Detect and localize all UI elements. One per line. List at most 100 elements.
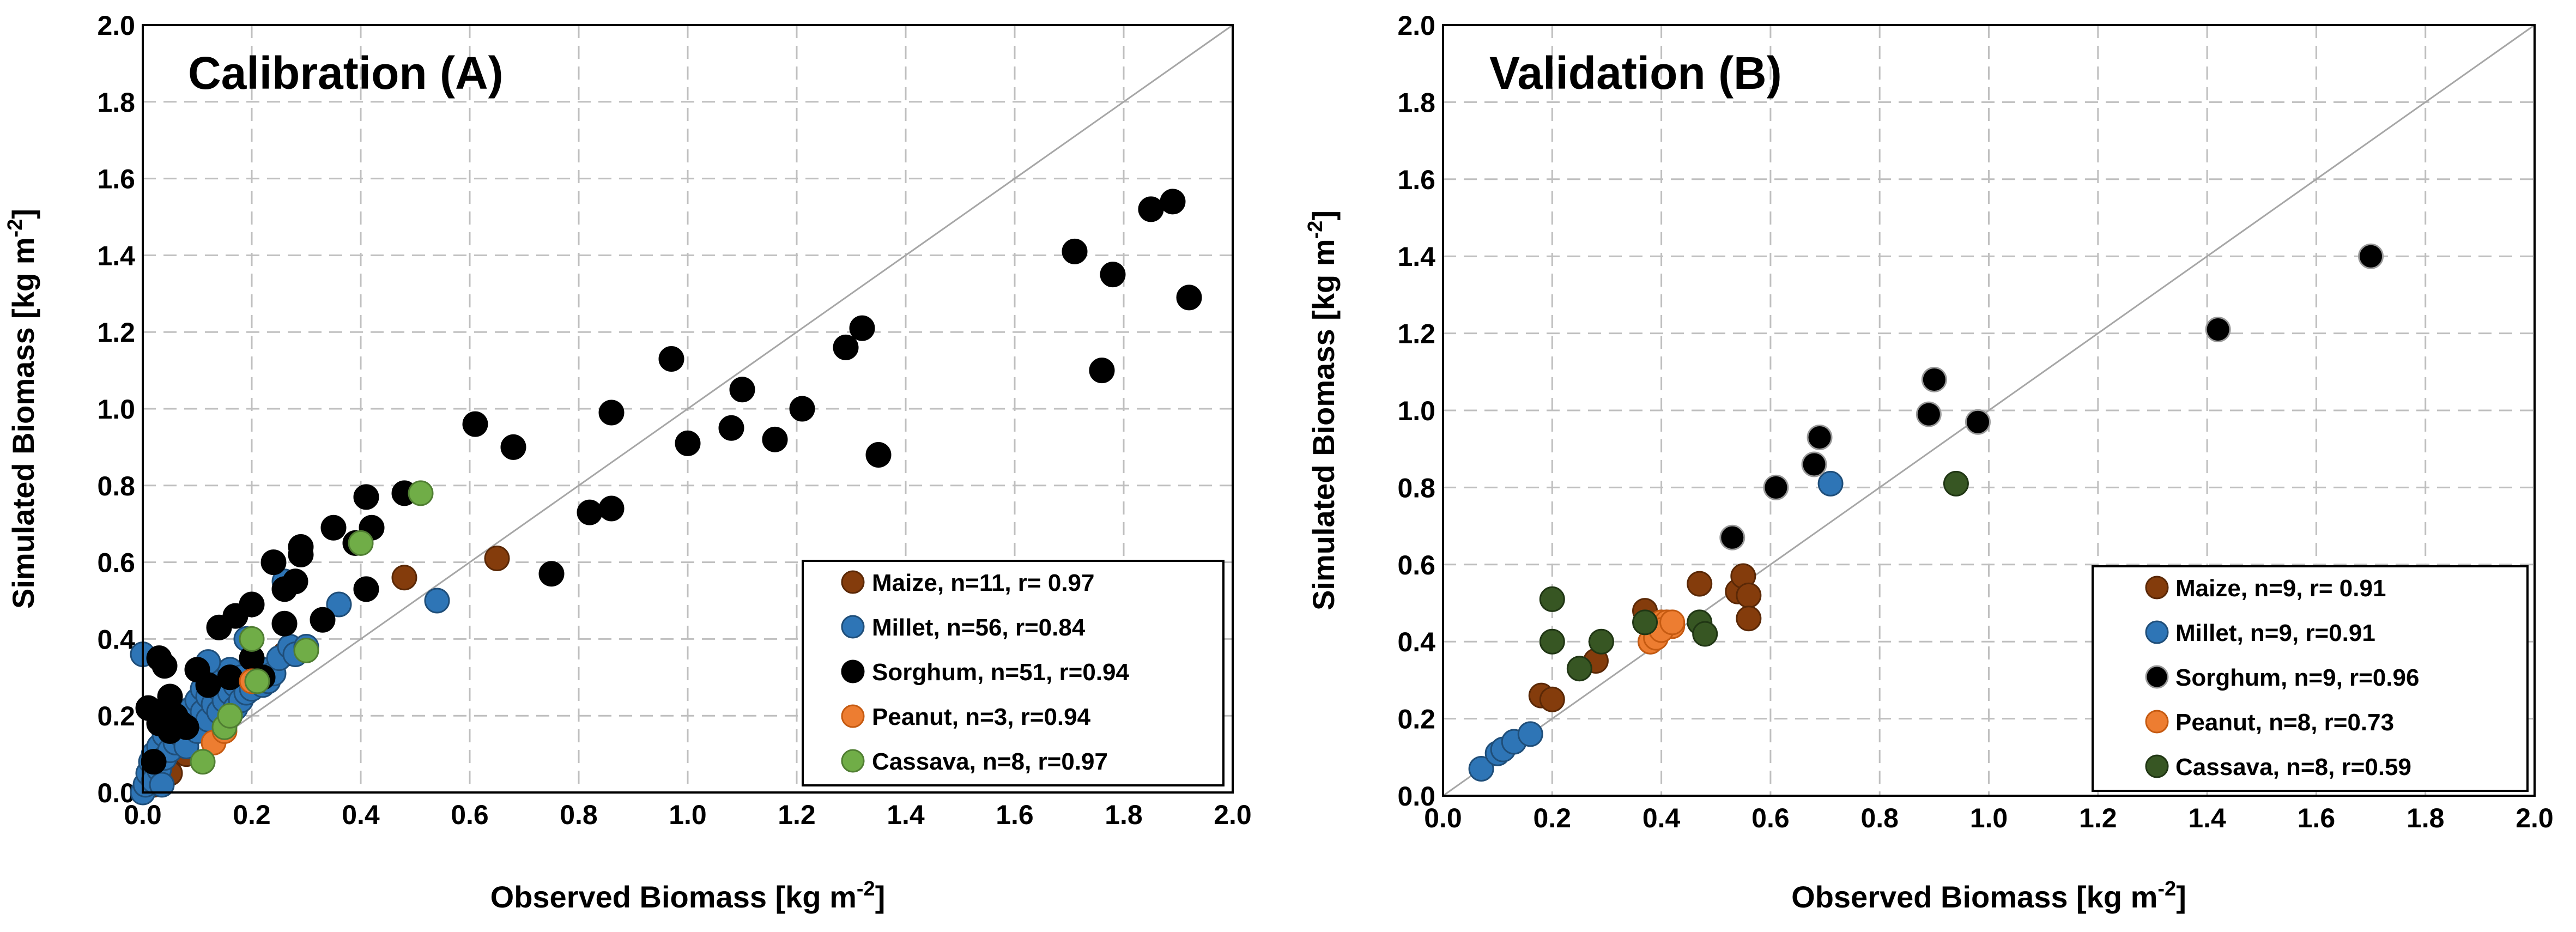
x-tick-label: 0.6 [1751, 803, 1790, 833]
x-tick-label: 0.4 [1642, 803, 1681, 833]
legend-marker-maize [2145, 576, 2169, 600]
cassava-point [1539, 586, 1565, 612]
sorghum-point [141, 749, 167, 775]
sorghum-point [1160, 189, 1186, 215]
cassava-point [348, 530, 374, 556]
x-tick-label: 1.0 [1970, 803, 2008, 833]
sorghum-point [1921, 366, 1947, 392]
x-tick-label: 0.8 [560, 800, 598, 830]
x-tick-label: 1.6 [996, 800, 1034, 830]
plot-frame [142, 24, 1234, 794]
legend-label-maize: Maize, n=11, r= 0.97 [872, 570, 1094, 596]
y-tick-label: 1.4 [97, 240, 135, 271]
sorghum-point [173, 714, 199, 740]
y-tick-label: 0.8 [1397, 473, 1435, 503]
sorghum-point [865, 441, 892, 468]
cassava-point [244, 668, 270, 694]
chart-title: Calibration (A) [188, 47, 504, 99]
y-tick-label: 0.2 [1397, 704, 1435, 735]
legend-marker-millet [841, 615, 865, 639]
sorghum-point [271, 610, 298, 637]
cassava-point [1632, 609, 1658, 636]
sorghum-point [1089, 358, 1115, 384]
sorghum-point [833, 334, 859, 360]
x-tick-label: 0.6 [451, 800, 489, 830]
sorghum-point [260, 549, 287, 576]
sorghum-point [462, 411, 488, 437]
legend-marker-sorghum [2145, 665, 2169, 689]
millet-point [1817, 470, 1844, 497]
sorghum-point [217, 664, 243, 691]
maize-point [1736, 606, 1762, 632]
sorghum-point [2205, 317, 2231, 343]
sorghum-point [1763, 474, 1789, 500]
cassava-point [190, 749, 216, 775]
legend-marker-maize [841, 570, 865, 594]
y-tick-label: 0.2 [97, 701, 135, 731]
sorghum-point [353, 484, 379, 510]
legend-label-millet: Millet, n=56, r=0.84 [872, 614, 1086, 641]
x-tick-label: 1.8 [1105, 800, 1143, 830]
series-sorghum [135, 189, 1202, 775]
legend-marker-peanut [2145, 710, 2169, 734]
sorghum-point [1801, 451, 1827, 477]
sorghum-point [789, 396, 815, 422]
x-axis-title: Observed Biomass [kg m-2] [490, 877, 886, 914]
cassava-point [1943, 470, 1969, 497]
cassava-point [1539, 628, 1565, 655]
y-tick-label: 0.4 [97, 624, 135, 655]
x-tick-label: 0.4 [342, 800, 380, 830]
sorghum-point [1807, 424, 1833, 450]
y-tick-label: 2.0 [1397, 10, 1435, 41]
sorghum-point [538, 561, 565, 587]
x-tick-label: 2.0 [1214, 800, 1252, 830]
legend-marker-sorghum [841, 659, 865, 683]
legend-label-cassava: Cassava, n=8, r=0.59 [2175, 754, 2411, 780]
legend: Maize, n=11, r= 0.97 Millet, n=56, r=0.84… [802, 560, 1225, 786]
millet-point [1517, 721, 1543, 747]
sorghum-point [1100, 262, 1126, 288]
sorghum-point [1719, 524, 1745, 550]
y-axis-title: Simulated Biomass [kg m-2] [1304, 210, 1341, 610]
maize-point [484, 546, 510, 572]
series-maize [1528, 563, 1762, 712]
sorghum-point [1916, 401, 1942, 427]
legend-label-sorghum: Sorghum, n=9, r=0.96 [2175, 664, 2420, 691]
y-tick-label: 1.0 [97, 394, 135, 425]
y-tick-label: 1.6 [97, 164, 135, 195]
legend-marker-cassava [2145, 754, 2169, 778]
sorghum-point [729, 377, 755, 403]
peanut-point [1659, 609, 1686, 636]
sorghum-point [1138, 196, 1164, 222]
legend-label-cassava: Cassava, n=8, r=0.97 [872, 748, 1108, 775]
cassava-point [239, 626, 265, 652]
maize-point [1539, 686, 1565, 712]
x-tick-label: 0.2 [1534, 803, 1572, 833]
y-tick-label: 0.0 [1397, 781, 1435, 812]
sorghum-point [675, 430, 701, 456]
calibration-panel: 0.0 0.2 0.4 0.6 0.8 1.0 1.2 1.4 1.6 1.8 2.00.00.20… [4, 10, 1252, 914]
cassava-point [1588, 628, 1614, 655]
legend-marker-millet [2145, 620, 2169, 644]
sorghum-point [718, 415, 744, 441]
sorghum-point [500, 434, 526, 460]
y-tick-label: 1.8 [1397, 87, 1435, 118]
sorghum-point [658, 346, 684, 372]
sorghum-point [353, 576, 379, 602]
x-tick-label: 0.0 [1424, 803, 1462, 833]
legend-box [2092, 565, 2529, 792]
cassava-point [1692, 621, 1718, 647]
cassava-point [217, 703, 243, 729]
legend-label-maize: Maize, n=9, r= 0.91 [2175, 575, 2386, 602]
sorghum-point [288, 534, 314, 560]
millet-point [149, 772, 175, 798]
millet-point [424, 588, 450, 614]
x-tick-label: 1.8 [2407, 803, 2445, 833]
cassava-point [1566, 656, 1592, 682]
sorghum-point [151, 653, 178, 679]
y-tick-label: 1.2 [97, 317, 135, 348]
x-tick-label: 2.0 [2516, 803, 2554, 833]
millet-point [1468, 756, 1494, 782]
x-tick-label: 1.2 [778, 800, 816, 830]
legend-label-peanut: Peanut, n=8, r=0.73 [2175, 709, 2394, 736]
